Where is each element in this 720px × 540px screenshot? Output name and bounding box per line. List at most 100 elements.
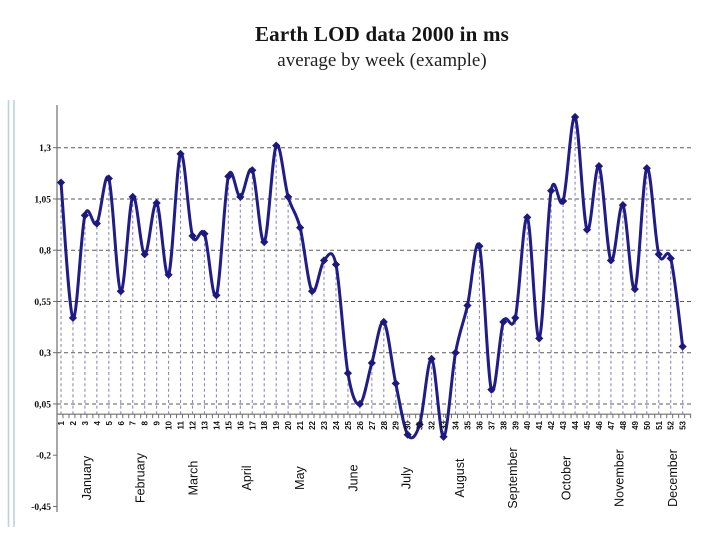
data-point-marker bbox=[415, 420, 424, 429]
y-axis-labels: 1,3 1,05 0,8 0,55 0,3 0,05 -0,2 -0,45 bbox=[31, 144, 51, 513]
week-label: 47 bbox=[607, 420, 616, 429]
chart-title: Earth LOD data 2000 in ms bbox=[254, 22, 510, 46]
week-label: 43 bbox=[559, 420, 568, 429]
data-point-marker bbox=[379, 317, 388, 327]
data-point-marker bbox=[642, 164, 651, 173]
y-axis-label: 0,8 bbox=[39, 247, 51, 257]
data-point-marker bbox=[140, 250, 149, 259]
month-label: March bbox=[187, 461, 201, 496]
data-point-marker bbox=[224, 172, 233, 181]
y-axis-label: 0,3 bbox=[39, 349, 51, 359]
week-label: 13 bbox=[200, 420, 209, 429]
data-point-marker bbox=[212, 291, 221, 300]
week-label: 6 bbox=[117, 420, 126, 425]
week-label: 2 bbox=[69, 420, 78, 425]
week-label: 32 bbox=[428, 420, 437, 429]
data-point-marker bbox=[248, 166, 257, 175]
data-point-marker bbox=[128, 192, 137, 201]
week-label: 17 bbox=[248, 420, 257, 429]
week-label: 11 bbox=[177, 420, 186, 429]
week-label: 51 bbox=[655, 420, 664, 429]
week-label: 36 bbox=[475, 420, 484, 429]
week-label: 49 bbox=[631, 420, 640, 429]
data-point-marker bbox=[511, 313, 520, 322]
week-label: 40 bbox=[523, 420, 532, 429]
data-point-marker bbox=[594, 162, 604, 171]
week-label: 9 bbox=[153, 420, 162, 425]
week-label: 42 bbox=[547, 420, 556, 429]
month-label: February bbox=[133, 452, 147, 503]
week-label: 21 bbox=[296, 420, 305, 429]
week-label: 52 bbox=[667, 420, 676, 429]
data-point-marker bbox=[260, 237, 269, 247]
week-label: 31 bbox=[416, 420, 425, 429]
month-label: August bbox=[453, 458, 467, 497]
week-label: 53 bbox=[679, 420, 688, 429]
week-label: 34 bbox=[452, 420, 461, 429]
week-label: 30 bbox=[404, 420, 413, 429]
data-point-marker bbox=[92, 219, 101, 228]
data-point-marker bbox=[296, 223, 305, 232]
week-label: 20 bbox=[284, 420, 293, 429]
month-label: July bbox=[400, 466, 414, 489]
week-label: 4 bbox=[93, 420, 102, 425]
data-point-marker bbox=[439, 432, 448, 441]
week-label: 3 bbox=[81, 420, 90, 425]
data-point-marker bbox=[164, 270, 173, 279]
week-label: 26 bbox=[356, 420, 365, 429]
y-axis-label: 1,05 bbox=[34, 195, 51, 205]
month-label: May bbox=[293, 465, 307, 489]
data-point-marker bbox=[116, 287, 125, 296]
week-label: 8 bbox=[141, 420, 150, 425]
data-point-marker bbox=[331, 260, 341, 269]
week-labels: 1 2 3 4 5 6 7 8 9 10 11 12 13 14 15 16 17 18 19 20 21 22 23 24 2… bbox=[57, 420, 688, 429]
month-label: October bbox=[559, 456, 573, 500]
data-point-marker bbox=[535, 334, 544, 343]
left-margin-lines bbox=[7, 100, 15, 527]
data-point-marker bbox=[403, 430, 412, 439]
data-point-marker bbox=[176, 149, 185, 158]
week-label: 46 bbox=[595, 420, 604, 429]
data-point-marker bbox=[666, 254, 675, 263]
month-labels: January February March April May June July Augu… bbox=[80, 447, 680, 508]
week-label: 33 bbox=[440, 420, 449, 429]
y-axis-label: 1,3 bbox=[39, 144, 51, 154]
y-axis-label: -0,45 bbox=[31, 503, 51, 513]
week-label: 23 bbox=[320, 420, 329, 429]
data-point-marker bbox=[654, 250, 663, 259]
data-points bbox=[56, 112, 687, 441]
week-label: 37 bbox=[487, 420, 496, 429]
axes bbox=[53, 105, 692, 512]
data-point-marker bbox=[80, 211, 90, 220]
data-point-marker bbox=[618, 201, 627, 210]
week-label: 38 bbox=[499, 420, 508, 429]
data-point-marker bbox=[152, 198, 161, 208]
y-axis-label: 0,05 bbox=[34, 400, 51, 410]
week-label: 15 bbox=[224, 420, 233, 429]
data-point-marker bbox=[487, 385, 496, 394]
month-label: November bbox=[613, 449, 627, 507]
week-label: 39 bbox=[511, 420, 520, 429]
data-point-marker bbox=[547, 186, 556, 195]
week-label: 35 bbox=[463, 420, 472, 429]
data-point-marker bbox=[523, 213, 532, 222]
month-label: April bbox=[240, 465, 254, 490]
week-label: 18 bbox=[260, 420, 269, 429]
week-label: 1 bbox=[57, 420, 66, 425]
data-point-marker bbox=[284, 192, 293, 201]
chart-title-block: Earth LOD data 2000 in ms average by wee… bbox=[44, 22, 720, 72]
data-point-marker bbox=[68, 313, 78, 322]
week-label: 19 bbox=[272, 420, 281, 429]
data-point-marker bbox=[427, 354, 436, 363]
data-point-marker bbox=[391, 379, 400, 388]
data-point-marker bbox=[499, 317, 508, 327]
week-label: 22 bbox=[308, 420, 317, 429]
week-label: 25 bbox=[344, 420, 353, 429]
data-point-marker bbox=[606, 256, 616, 265]
week-label: 7 bbox=[129, 420, 138, 425]
data-point-marker bbox=[630, 285, 639, 294]
data-point-marker bbox=[319, 256, 329, 265]
data-point-marker bbox=[582, 225, 592, 234]
